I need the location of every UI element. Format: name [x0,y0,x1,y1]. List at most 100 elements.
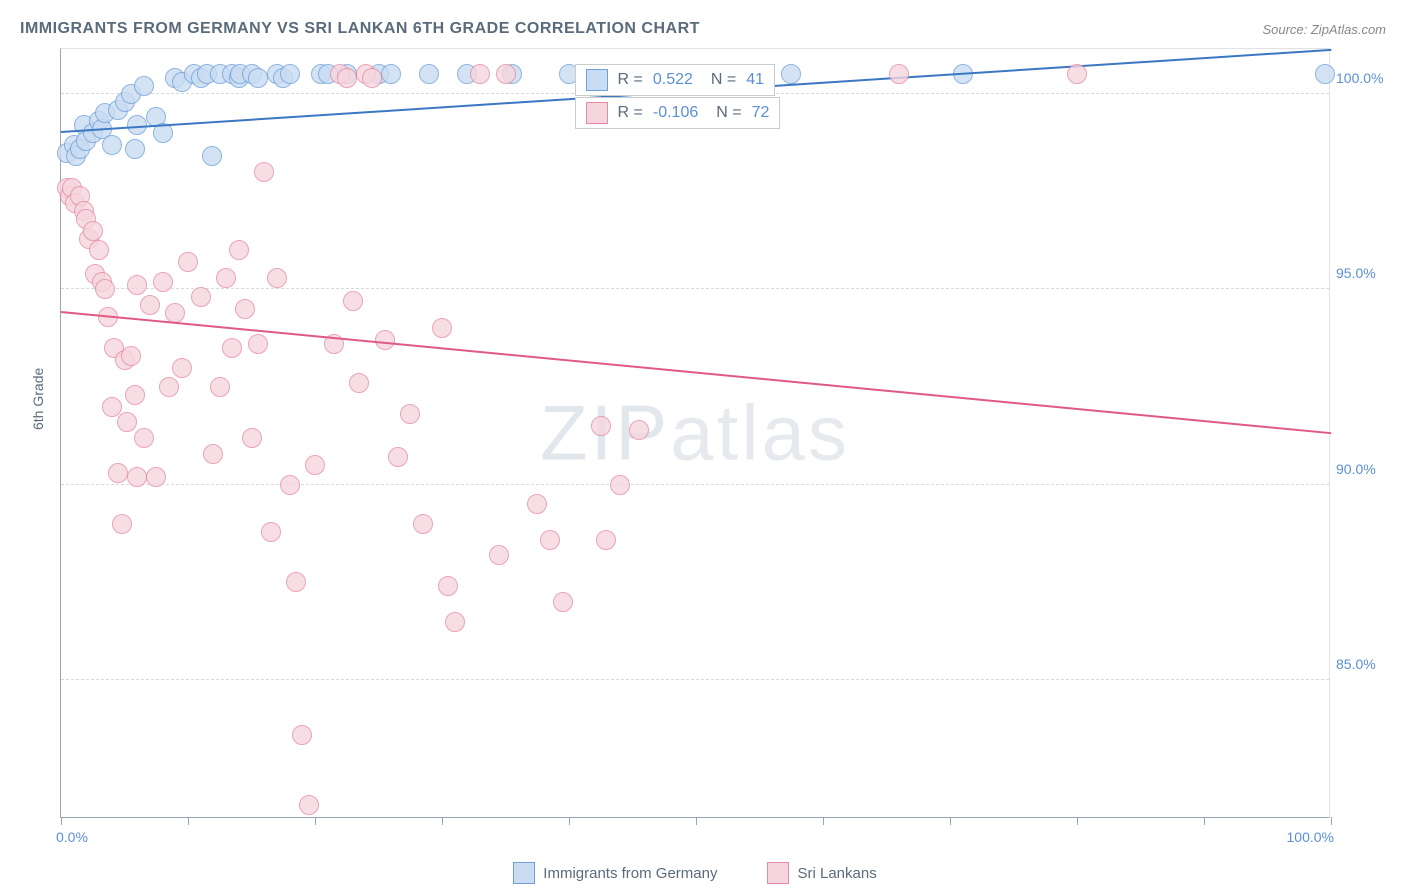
y-tick-label: 100.0% [1336,70,1391,86]
data-point [140,295,160,315]
legend-swatch-germany [513,862,535,884]
data-point [470,64,490,84]
data-point [121,346,141,366]
data-point [191,287,211,307]
data-point [134,76,154,96]
data-point [216,268,236,288]
data-point [127,467,147,487]
data-point [400,404,420,424]
data-point [242,428,262,448]
data-point [432,318,452,338]
data-point [305,455,325,475]
x-tick [1204,817,1205,825]
data-point [112,514,132,534]
stat-r-label: R = [618,71,643,89]
data-point [629,420,649,440]
data-point [553,592,573,612]
data-point [229,240,249,260]
data-point [280,475,300,495]
data-point [95,279,115,299]
data-point [388,447,408,467]
data-point [202,146,222,166]
data-point [89,240,109,260]
stat-swatch [586,69,608,91]
x-tick [442,817,443,825]
data-point [540,530,560,550]
data-point [489,545,509,565]
data-point [381,64,401,84]
data-point [349,373,369,393]
legend-swatch-srilanka [767,862,789,884]
data-point [165,303,185,323]
data-point [1315,64,1335,84]
gridline [61,288,1329,289]
data-point [280,64,300,84]
data-point [496,64,516,84]
data-point [299,795,319,815]
stat-box: R =0.522N =41 [575,64,776,96]
source-label: Source: ZipAtlas.com [1262,22,1386,37]
data-point [203,444,223,464]
data-point [591,416,611,436]
data-point [248,334,268,354]
data-point [210,377,230,397]
y-tick-label: 95.0% [1336,265,1391,281]
data-point [889,64,909,84]
gridline [61,679,1329,680]
data-point [419,64,439,84]
data-point [445,612,465,632]
data-point [375,330,395,350]
data-point [102,135,122,155]
trend-line [61,311,1331,434]
data-point [781,64,801,84]
stat-n-value: 72 [752,104,770,122]
data-point [159,377,179,397]
data-point [438,576,458,596]
data-point [527,494,547,514]
stat-swatch [586,102,608,124]
x-axis-max-label: 100.0% [1287,829,1334,845]
plot-area: ZIPatlas 85.0%90.0%95.0%100.0%0.0%100.0%… [60,48,1330,818]
y-tick-label: 85.0% [1336,656,1391,672]
x-tick [61,817,62,825]
legend-label-srilanka: Sri Lankans [797,865,876,882]
x-tick [696,817,697,825]
data-point [1067,64,1087,84]
x-tick [823,817,824,825]
data-point [286,572,306,592]
x-tick [569,817,570,825]
data-point [153,272,173,292]
data-point [127,275,147,295]
stat-n-value: 41 [746,71,764,89]
data-point [248,68,268,88]
data-point [413,514,433,534]
stat-n-label: N = [716,104,741,122]
x-tick [1077,817,1078,825]
y-tick-label: 90.0% [1336,461,1391,477]
data-point [596,530,616,550]
data-point [117,412,137,432]
stat-r-value: -0.106 [653,104,698,122]
x-tick [188,817,189,825]
data-point [146,467,166,487]
x-tick [1331,817,1332,825]
x-tick [315,817,316,825]
watermark: ZIPatlas [540,388,850,479]
data-point [292,725,312,745]
data-point [83,221,103,241]
x-axis-min-label: 0.0% [56,829,88,845]
legend-item-germany: Immigrants from Germany [513,862,717,884]
data-point [261,522,281,542]
legend-label-germany: Immigrants from Germany [543,865,717,882]
stat-r-label: R = [618,104,643,122]
stat-box: R = -0.106 N = 72 [575,97,781,129]
data-point [125,385,145,405]
x-tick [950,817,951,825]
data-point [134,428,154,448]
data-point [267,268,287,288]
data-point [343,291,363,311]
stat-n-label: N = [711,71,736,89]
legend: Immigrants from Germany Sri Lankans [60,862,1330,884]
data-point [254,162,274,182]
data-point [102,397,122,417]
